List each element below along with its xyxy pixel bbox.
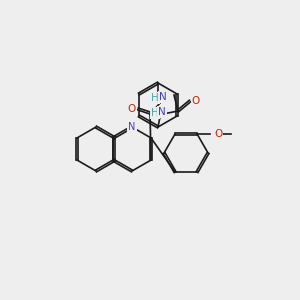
Text: N: N <box>128 122 136 132</box>
Text: N: N <box>159 92 167 102</box>
Text: O: O <box>214 129 222 139</box>
Text: N: N <box>158 107 166 117</box>
Text: O: O <box>128 104 136 114</box>
Text: O: O <box>192 96 200 106</box>
Text: H: H <box>151 93 159 103</box>
Text: H: H <box>151 108 159 118</box>
